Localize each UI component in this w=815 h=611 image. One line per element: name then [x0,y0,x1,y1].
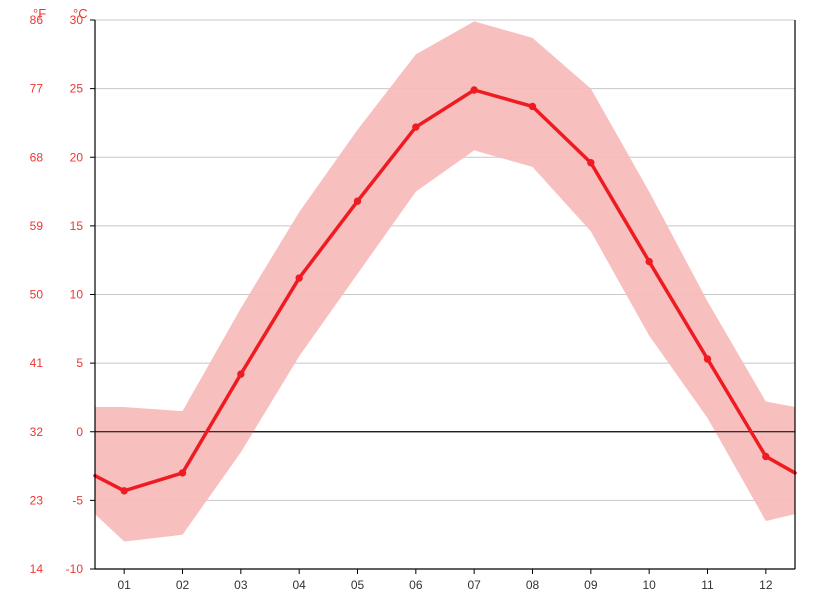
mean-point [354,198,360,204]
svg-text:5: 5 [76,356,83,370]
svg-text:11: 11 [701,578,714,592]
mean-point [763,453,769,459]
svg-text:41: 41 [30,356,44,370]
range-band [95,21,795,541]
svg-text:01: 01 [117,578,131,592]
mean-point [529,103,535,109]
mean-point [588,160,594,166]
temperature-chart: -1014-52303254110501559206825773086°F°C0… [0,0,815,611]
c-axis-label: °C [73,6,88,21]
svg-text:07: 07 [467,578,481,592]
svg-text:05: 05 [351,578,365,592]
svg-text:20: 20 [70,150,84,164]
mean-point [238,371,244,377]
svg-text:59: 59 [30,219,44,233]
mean-point [704,356,710,362]
svg-text:04: 04 [292,578,306,592]
svg-text:-10: -10 [66,562,84,576]
svg-text:06: 06 [409,578,423,592]
svg-text:02: 02 [176,578,190,592]
svg-text:23: 23 [30,493,44,507]
svg-text:0: 0 [76,425,83,439]
svg-text:08: 08 [526,578,540,592]
svg-text:-5: -5 [72,493,83,507]
svg-text:03: 03 [234,578,248,592]
mean-point [646,258,652,264]
mean-point [121,488,127,494]
svg-text:68: 68 [30,150,44,164]
f-axis-label: °F [33,6,46,21]
svg-text:10: 10 [642,578,656,592]
mean-point [413,124,419,130]
mean-point [296,275,302,281]
svg-text:77: 77 [30,82,44,96]
mean-point [179,470,185,476]
svg-text:14: 14 [30,562,44,576]
svg-text:25: 25 [70,82,84,96]
svg-text:12: 12 [759,578,773,592]
mean-point [471,87,477,93]
svg-text:15: 15 [70,219,84,233]
svg-text:09: 09 [584,578,598,592]
svg-text:32: 32 [30,425,44,439]
chart-svg: -1014-52303254110501559206825773086°F°C0… [0,0,815,611]
svg-text:50: 50 [30,288,44,302]
svg-text:10: 10 [70,288,84,302]
